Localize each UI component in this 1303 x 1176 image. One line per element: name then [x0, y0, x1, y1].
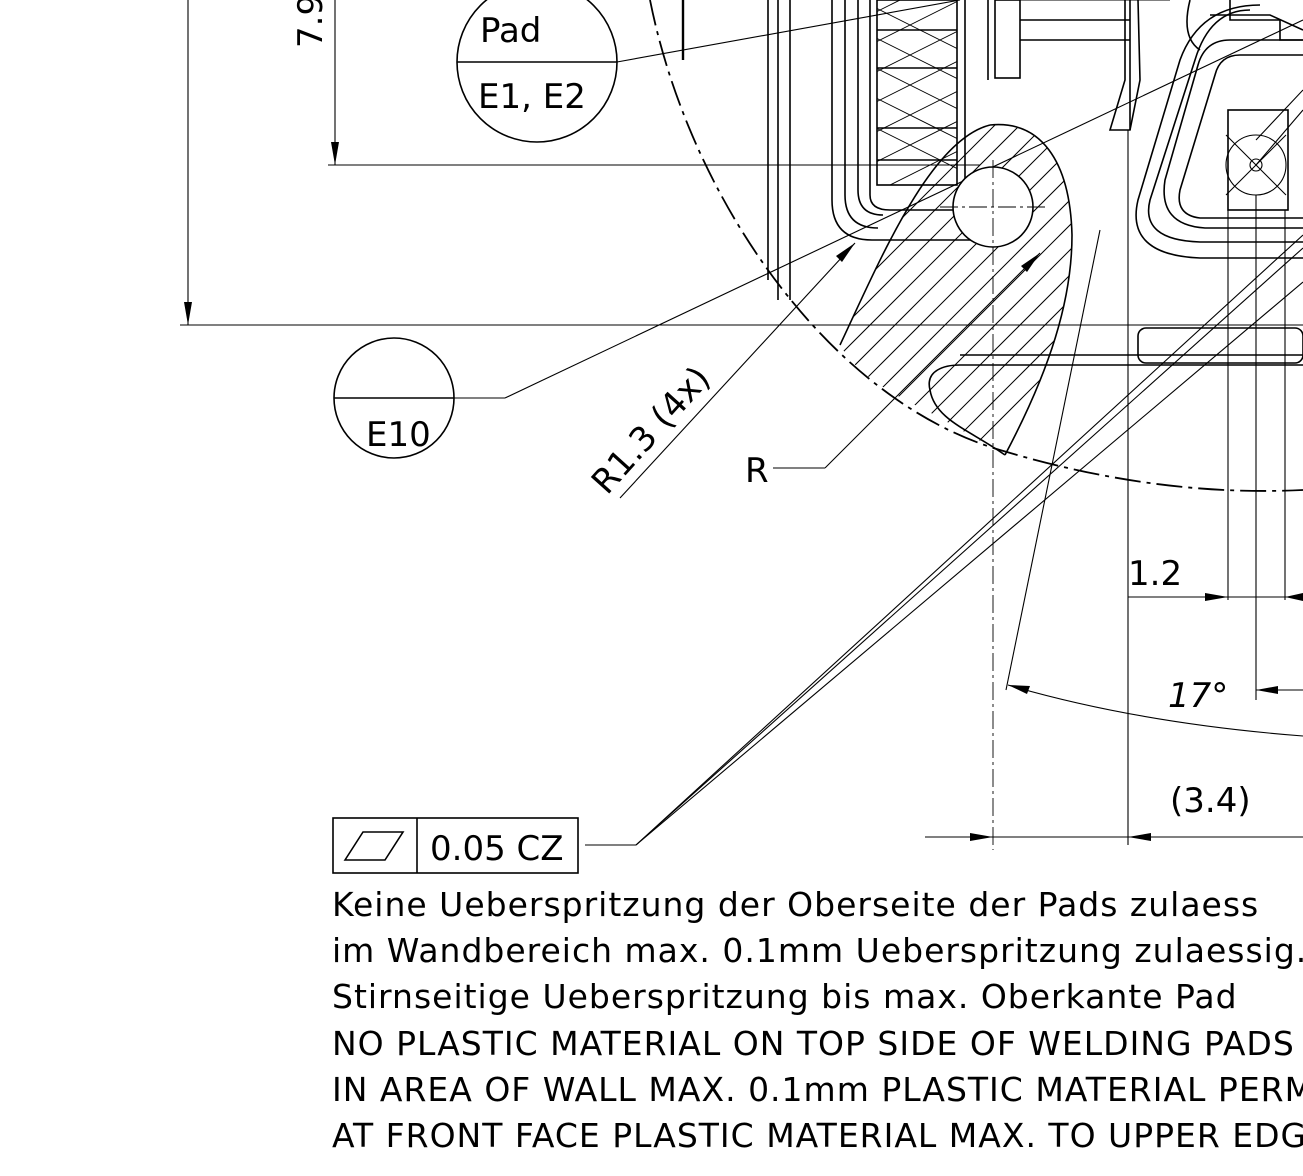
- contact-housing: [1135, 0, 1303, 259]
- gear-section: [876, 0, 966, 200]
- vertical-dim-7-9: 7.9: [291, 0, 331, 48]
- radius-label: R1.3 (4x): [584, 359, 719, 502]
- upper-details: [987, 0, 1170, 131]
- notes-block: Keine Ueberspritzung der Oberseite der P…: [332, 885, 1303, 1155]
- dim-1-2: 1.2: [1128, 554, 1182, 594]
- note-line-5: IN AREA OF WALL MAX. 0.1mm PLASTIC MATER…: [332, 1070, 1303, 1109]
- pin-section: [839, 123, 1303, 850]
- balloon-pad-label: Pad: [480, 11, 541, 51]
- note-line-6: AT FRONT FACE PLASTIC MATERIAL MAX. TO U…: [332, 1116, 1303, 1155]
- balloon-e1-e2-label: E1, E2: [478, 77, 586, 117]
- angle-17: 17°: [1168, 676, 1228, 716]
- dim-3-4: (3.4): [1170, 781, 1251, 821]
- note-line-4: NO PLASTIC MATERIAL ON TOP SIDE OF WELDI…: [332, 1024, 1303, 1063]
- balloon-e10-label: E10: [366, 415, 431, 455]
- note-line-2: im Wandbereich max. 0.1mm Ueberspritzung…: [332, 931, 1303, 970]
- flatness-icon: [343, 831, 405, 861]
- feature-control-frame: 0.05 CZ: [332, 234, 1303, 874]
- r-label: R: [745, 451, 769, 491]
- balloon-pad-e1-e2: Pad E1, E2: [456, 0, 961, 143]
- balloon-e10: E10: [333, 19, 1303, 459]
- fcf-value: 0.05 CZ: [430, 829, 564, 869]
- note-line-3: Stirnseitige Ueberspritzung bis max. Obe…: [332, 977, 1238, 1016]
- radius-leader: R1.3 (4x) R: [584, 242, 1041, 502]
- lower-dimensions: 1.2 17° (3.4): [925, 130, 1303, 845]
- detail-circle: [649, 0, 1303, 492]
- note-line-1: Keine Ueberspritzung der Oberseite der P…: [332, 885, 1259, 924]
- vertical-dimensions: 7.9: [180, 0, 1303, 326]
- housing-walls: [681, 0, 1000, 300]
